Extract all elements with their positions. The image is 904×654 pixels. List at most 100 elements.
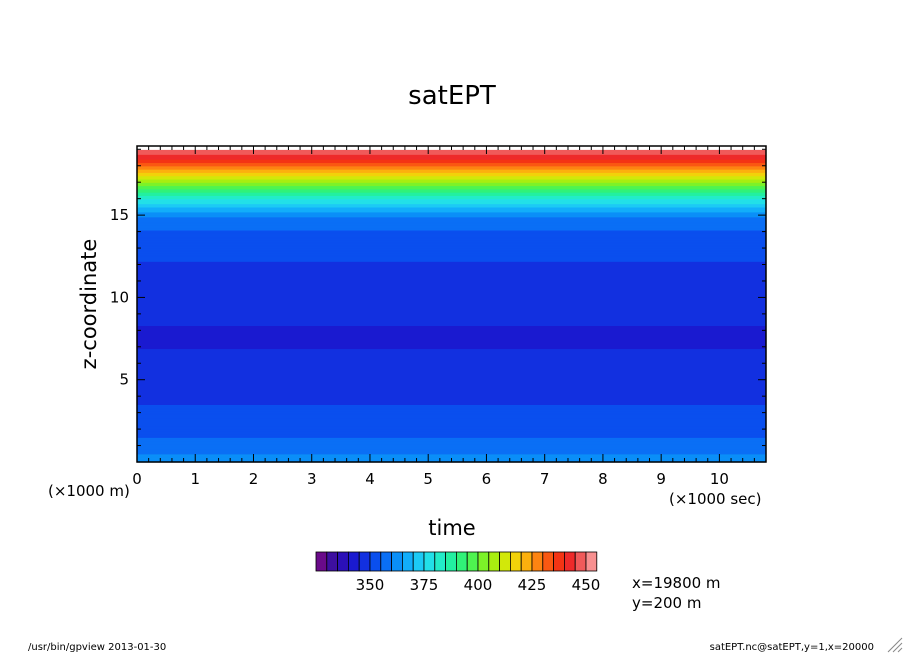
heatmap-band — [137, 218, 766, 221]
heatmap-band — [137, 434, 766, 437]
heatmap-band — [137, 374, 766, 378]
y-tick-label: 10 — [110, 288, 129, 306]
x-tick-label: 3 — [307, 470, 317, 488]
colorbar-swatch — [574, 551, 587, 572]
resize-grip-icon[interactable] — [887, 637, 903, 653]
heatmap-band — [137, 290, 766, 294]
heatmap-band — [137, 341, 766, 345]
heatmap-band — [137, 381, 766, 384]
heatmap-band — [137, 455, 766, 458]
heatmap-band — [137, 389, 766, 392]
heatmap-band — [137, 345, 766, 348]
heatmap-band — [137, 274, 766, 277]
heatmap-band — [137, 300, 766, 303]
heatmap-band — [137, 289, 766, 292]
heatmap-band — [137, 438, 766, 442]
heatmap-band — [137, 203, 766, 206]
heatmap-band — [137, 173, 766, 177]
x-tick-label: 6 — [482, 470, 492, 488]
heatmap-band — [137, 386, 766, 389]
heatmap-band — [137, 391, 766, 394]
heatmap-band — [137, 399, 766, 402]
heatmap-band — [137, 396, 766, 399]
heatmap-band — [137, 392, 766, 396]
heatmap-band — [137, 450, 766, 453]
heatmap-band — [137, 226, 766, 229]
heatmap-band — [137, 312, 766, 315]
heatmap-band — [137, 294, 766, 297]
heatmap-band — [137, 267, 766, 271]
y-tick-label: 5 — [119, 371, 129, 389]
heatmap-band — [137, 292, 766, 295]
heatmap-band — [137, 422, 766, 425]
x-tick-label: 0 — [132, 470, 142, 488]
colorbar-swatch — [391, 551, 403, 572]
heatmap-band — [137, 419, 766, 422]
heatmap-band — [137, 452, 766, 455]
colorbar — [315, 551, 598, 572]
heatmap-band — [137, 269, 766, 272]
heatmap-band — [137, 401, 766, 404]
heatmap-band — [137, 429, 766, 432]
x-tick-label: 7 — [540, 470, 550, 488]
heatmap-band — [137, 340, 766, 343]
colorbar-swatch — [358, 551, 371, 572]
heatmap-band — [137, 172, 766, 175]
heatmap-band — [137, 159, 766, 162]
heatmap-band — [137, 359, 766, 363]
colorbar-tick-label: 400 — [464, 576, 493, 594]
heatmap-band — [137, 177, 766, 180]
heatmap-band — [137, 208, 766, 211]
heatmap-band — [137, 160, 766, 164]
x-tick-label: 8 — [598, 470, 608, 488]
footer-right: satEPT.nc@satEPT,y=1,x=20000 — [710, 642, 874, 653]
x-tick-label: 2 — [249, 470, 259, 488]
heatmap-band — [137, 213, 766, 216]
heatmap-band — [137, 317, 766, 320]
heatmap-band — [137, 155, 766, 159]
heatmap-band — [137, 228, 766, 231]
heatmap-band — [137, 295, 766, 299]
heatmap-band — [137, 150, 766, 154]
heatmap-band — [137, 415, 766, 419]
x-axis-label: time — [428, 516, 475, 540]
colorbar-swatch — [499, 551, 511, 572]
heatmap-band — [137, 373, 766, 376]
plot-area: 0 1 2 3 4 5 6 7 8 9 10 5 10 15 — [110, 145, 767, 488]
heatmap-band — [137, 387, 766, 391]
heatmap-band — [137, 417, 766, 420]
heatmap-band — [137, 435, 766, 438]
heatmap-band — [137, 447, 766, 450]
heatmap-bands — [137, 146, 766, 463]
heatmap-band — [137, 432, 766, 435]
colorbar-tick-label: 450 — [572, 576, 601, 594]
heatmap-band — [137, 356, 766, 359]
heatmap-band — [137, 175, 766, 178]
heatmap-band — [137, 442, 766, 445]
heatmap-band — [137, 437, 766, 440]
heatmap-band — [137, 244, 766, 247]
heatmap-band — [137, 440, 766, 443]
heatmap-band — [137, 430, 766, 433]
heatmap-band — [137, 297, 766, 300]
heatmap-band — [137, 323, 766, 326]
heatmap-band — [137, 190, 766, 193]
heatmap-band — [137, 246, 766, 249]
colorbar-swatch — [542, 551, 554, 572]
heatmap-band — [137, 262, 766, 266]
colorbar-swatch — [466, 551, 479, 572]
heatmap-band — [137, 409, 766, 412]
colorbar-swatch — [564, 551, 576, 572]
heatmap-band — [137, 307, 766, 310]
heatmap-band — [137, 320, 766, 323]
heatmap-band — [137, 225, 766, 228]
heatmap-band — [137, 236, 766, 239]
heatmap-band — [137, 318, 766, 322]
colorbar-tick-label: 375 — [410, 576, 439, 594]
heatmap-band — [137, 211, 766, 215]
heatmap-band — [137, 384, 766, 387]
heatmap-band — [137, 277, 766, 280]
heatmap-band — [137, 330, 766, 333]
colorbar-swatch — [585, 551, 598, 572]
heatmap-band — [137, 185, 766, 188]
